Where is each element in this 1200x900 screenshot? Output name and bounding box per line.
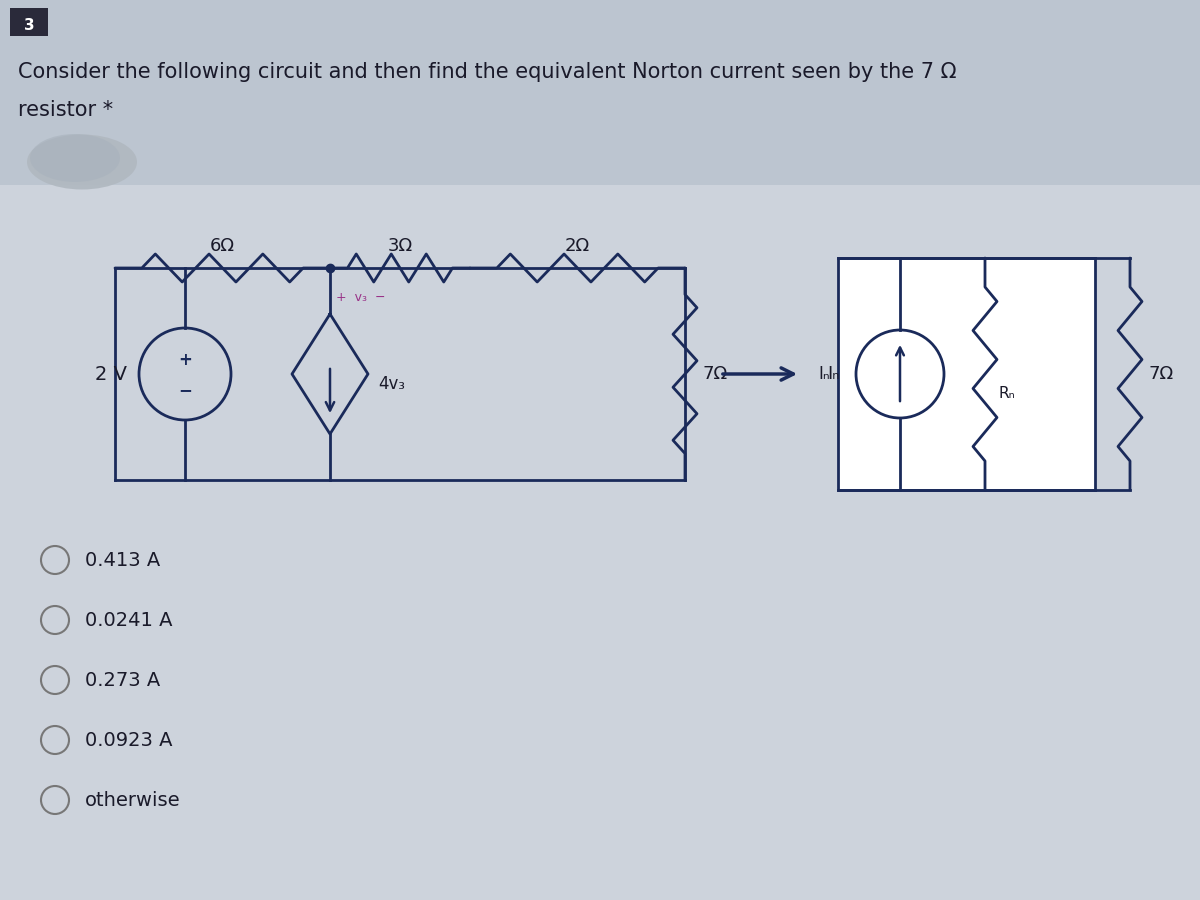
Text: +  v₃  −: + v₃ −	[336, 291, 385, 304]
Bar	[0, 0, 1200, 185]
Text: Iₙ: Iₙ	[828, 365, 840, 383]
Text: 0.413 A: 0.413 A	[85, 551, 161, 570]
Text: 7Ω: 7Ω	[703, 365, 728, 383]
Bar	[838, 258, 1096, 490]
Text: 0.0241 A: 0.0241 A	[85, 610, 173, 629]
Text: Consider the following circuit and then find the equivalent Norton current seen : Consider the following circuit and then …	[18, 62, 956, 82]
Text: resistor *: resistor *	[18, 100, 113, 120]
Text: Iₙ: Iₙ	[818, 365, 830, 383]
Text: otherwise: otherwise	[85, 790, 181, 809]
Text: 3: 3	[24, 19, 35, 33]
Text: 0.0923 A: 0.0923 A	[85, 731, 173, 750]
Bar	[10, 8, 48, 36]
Text: 2Ω: 2Ω	[565, 237, 590, 255]
Text: 2 V: 2 V	[95, 364, 127, 383]
Ellipse shape	[28, 134, 137, 190]
Text: Rₙ: Rₙ	[998, 386, 1015, 401]
Ellipse shape	[30, 134, 120, 182]
Text: 7Ω: 7Ω	[1148, 365, 1174, 383]
Text: +: +	[178, 351, 192, 369]
Text: 0.273 A: 0.273 A	[85, 670, 161, 689]
Text: −: −	[178, 381, 192, 399]
Text: 4v₃: 4v₃	[378, 375, 406, 393]
Text: 3Ω: 3Ω	[388, 237, 413, 255]
Text: 6Ω: 6Ω	[210, 237, 235, 255]
